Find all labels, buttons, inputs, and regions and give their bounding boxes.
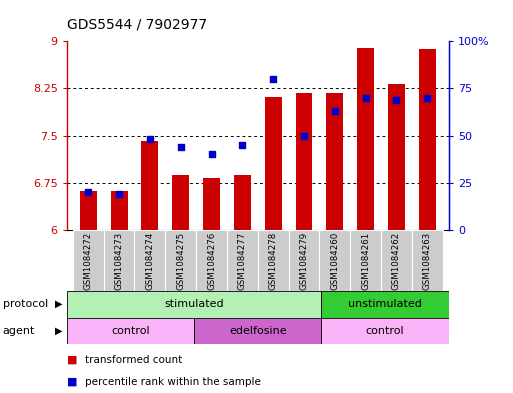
Text: GSM1084278: GSM1084278 (269, 232, 278, 290)
Text: protocol: protocol (3, 299, 48, 309)
Bar (388, 84, 405, 230)
Text: GSM1084274: GSM1084274 (145, 232, 154, 290)
Bar (80, 191, 97, 230)
Bar (234, 174, 251, 230)
Bar (295, 93, 312, 230)
Point (176, 144, 185, 150)
Bar (419, 49, 436, 230)
Text: GSM1084263: GSM1084263 (423, 232, 432, 290)
Bar (194, 318, 322, 344)
Text: GSM1084276: GSM1084276 (207, 232, 216, 290)
Text: ■: ■ (67, 376, 77, 387)
Point (146, 136, 154, 143)
Point (115, 191, 123, 197)
Bar (320, 230, 350, 291)
Bar (172, 174, 189, 230)
Text: GSM1084277: GSM1084277 (238, 232, 247, 290)
Point (423, 95, 431, 101)
Text: GSM1084261: GSM1084261 (361, 232, 370, 290)
Point (300, 132, 308, 139)
Text: agent: agent (3, 326, 35, 336)
Point (392, 97, 401, 103)
Text: control: control (366, 326, 404, 336)
Text: control: control (111, 326, 150, 336)
Bar (289, 230, 320, 291)
Bar (350, 230, 381, 291)
Bar (104, 230, 134, 291)
Point (84, 189, 92, 195)
Bar (258, 230, 289, 291)
Text: transformed count: transformed count (85, 355, 182, 365)
Bar (357, 48, 374, 230)
Text: GSM1084262: GSM1084262 (392, 232, 401, 290)
Bar (196, 230, 227, 291)
Bar (326, 93, 343, 230)
Point (207, 151, 215, 158)
Text: stimulated: stimulated (164, 299, 224, 309)
Text: edelfosine: edelfosine (229, 326, 287, 336)
Point (331, 108, 339, 114)
Bar (203, 178, 220, 230)
Bar (265, 97, 282, 230)
Bar (142, 141, 159, 230)
Point (269, 76, 278, 82)
Bar (67, 291, 322, 318)
Text: GSM1084275: GSM1084275 (176, 232, 185, 290)
Text: ■: ■ (67, 355, 77, 365)
Point (238, 142, 246, 148)
Bar (111, 191, 128, 230)
Text: ▶: ▶ (55, 326, 63, 336)
Bar (67, 318, 194, 344)
Text: GSM1084260: GSM1084260 (330, 232, 339, 290)
Point (362, 95, 370, 101)
Bar (381, 230, 412, 291)
Text: GSM1084272: GSM1084272 (84, 232, 93, 290)
Text: GDS5544 / 7902977: GDS5544 / 7902977 (67, 18, 207, 32)
Bar (227, 230, 258, 291)
Text: GSM1084279: GSM1084279 (300, 232, 308, 290)
Bar (322, 318, 449, 344)
Bar (73, 230, 104, 291)
Bar (165, 230, 196, 291)
Text: ▶: ▶ (55, 299, 63, 309)
Text: GSM1084273: GSM1084273 (114, 232, 124, 290)
Text: percentile rank within the sample: percentile rank within the sample (85, 376, 261, 387)
Text: unstimulated: unstimulated (348, 299, 422, 309)
Bar (134, 230, 165, 291)
Bar (412, 230, 443, 291)
Bar (322, 291, 449, 318)
